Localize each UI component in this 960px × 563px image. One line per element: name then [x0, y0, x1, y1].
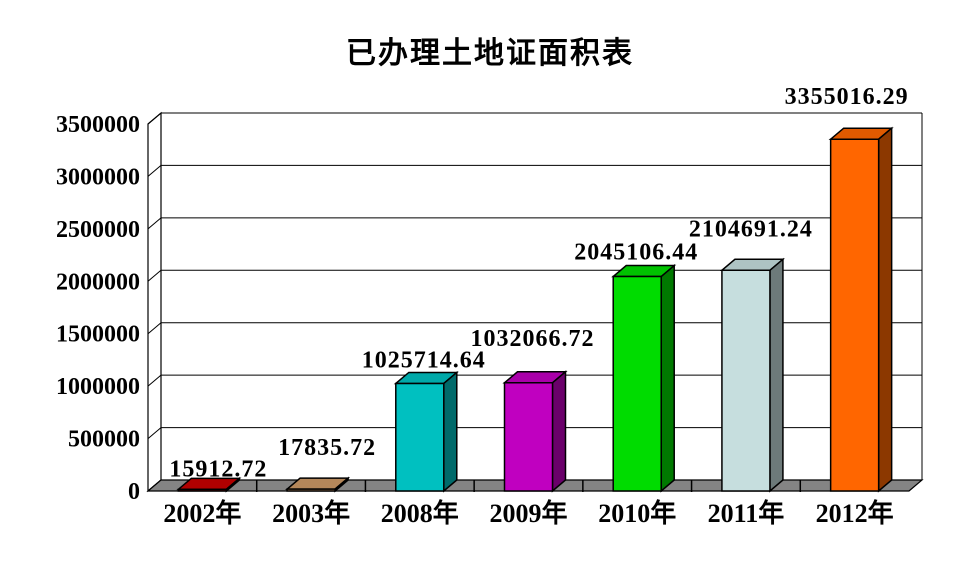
- bar: [176, 476, 242, 493]
- bar: [828, 126, 894, 493]
- bar-side-face: [769, 257, 784, 493]
- y-axis-tick-label: 0: [128, 479, 140, 505]
- bar-front-face: [177, 488, 228, 492]
- value-label: 1025714.64: [362, 347, 486, 373]
- value-label: 1032066.72: [471, 326, 595, 352]
- bar-front-face: [612, 275, 662, 492]
- category-label: 2002年: [163, 498, 241, 528]
- category-label: 2010年: [598, 498, 676, 528]
- value-label: 2104691.24: [689, 216, 813, 242]
- bar-front-face: [829, 138, 880, 492]
- bar: [285, 476, 351, 493]
- bar-front-face: [395, 382, 445, 492]
- category-label: 2012年: [816, 498, 894, 528]
- category-label: 2011年: [708, 498, 785, 528]
- category-label: 2003年: [272, 498, 350, 528]
- y-axis-tick-mark: [147, 112, 162, 125]
- y-axis-tick-mark: [147, 165, 162, 177]
- bar: [611, 263, 677, 493]
- y-axis-tick-mark: [147, 374, 162, 387]
- bar-front-face: [721, 269, 771, 492]
- y-axis-tick-mark: [147, 269, 162, 282]
- value-label: 17835.72: [278, 435, 376, 461]
- y-axis-tick-label: 500000: [68, 427, 140, 453]
- y-axis-tick-label: 2000000: [56, 269, 140, 295]
- y-axis-tick-label: 2500000: [56, 217, 140, 243]
- bar-front-face: [286, 488, 336, 492]
- value-label: 15912.72: [169, 456, 267, 482]
- bar: [393, 370, 459, 493]
- y-axis-tick-mark: [147, 322, 162, 335]
- bar-side-face: [551, 370, 567, 493]
- bar-side-face: [660, 263, 675, 493]
- y-axis-tick-label: 3500000: [56, 112, 140, 138]
- y-axis-tick-mark: [147, 217, 162, 230]
- category-label: 2009年: [489, 498, 567, 528]
- bar-side-face: [443, 370, 458, 493]
- bar: [502, 370, 568, 493]
- y-axis-tick-label: 3000000: [56, 164, 140, 190]
- bar: [719, 257, 785, 493]
- category-label: 2008年: [381, 498, 459, 528]
- y-axis-tick-label: 1500000: [56, 322, 140, 348]
- value-label: 3355016.29: [785, 84, 909, 110]
- y-axis-tick-mark: [147, 427, 162, 439]
- chart-title: 已办理土地证面积表: [346, 37, 634, 70]
- bar-side-face: [877, 126, 893, 493]
- value-label: 2045106.44: [574, 240, 698, 266]
- y-axis-tick-label: 1000000: [56, 374, 140, 400]
- bar-front-face: [503, 382, 554, 492]
- left-wall: [147, 111, 162, 493]
